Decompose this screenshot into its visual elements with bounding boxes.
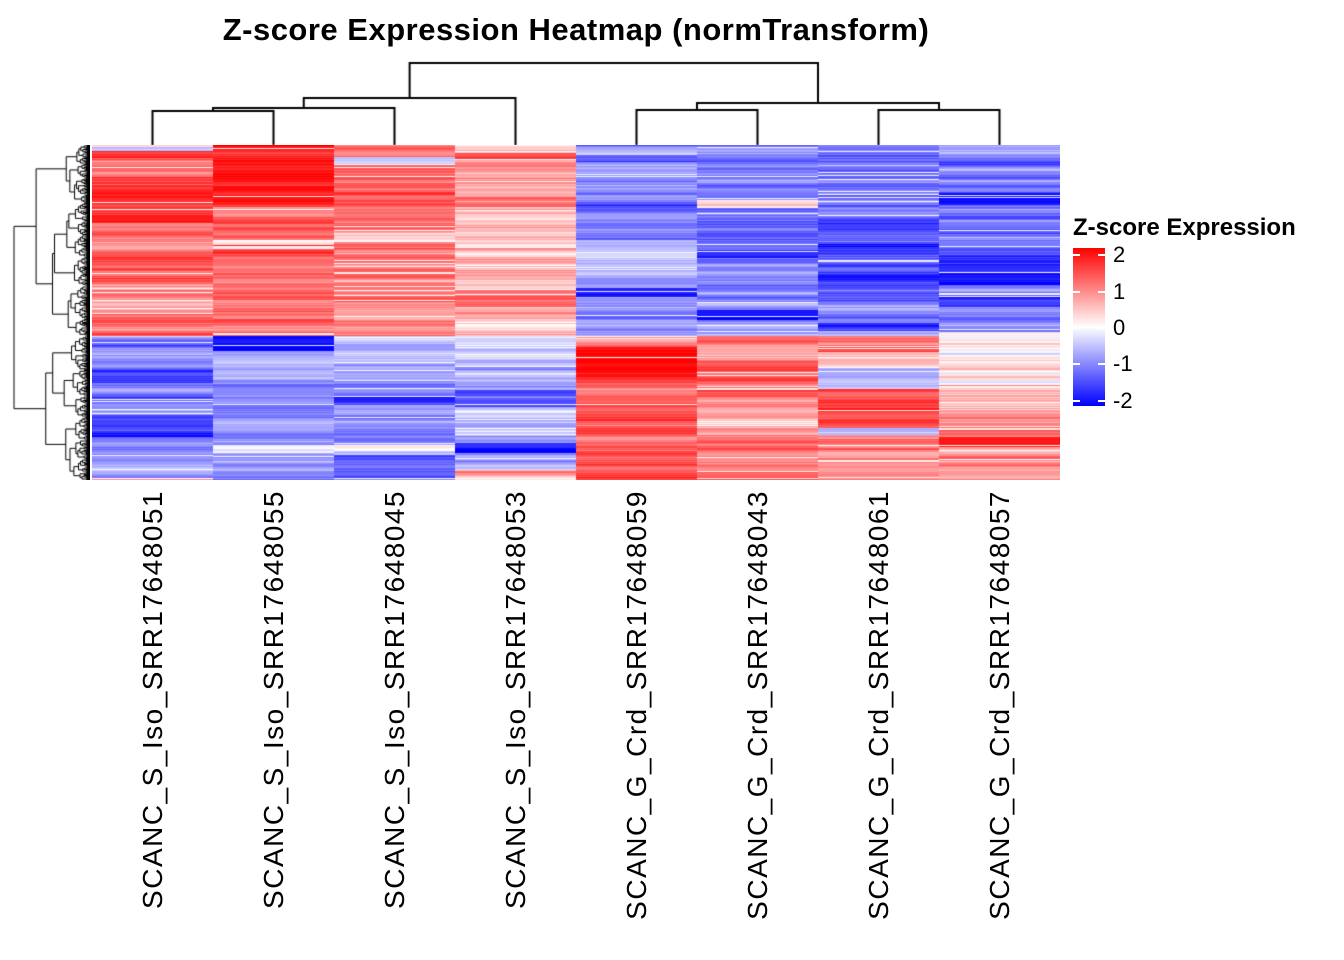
legend-tick-label: 0 <box>1113 315 1126 340</box>
column-dendrogram-canvas <box>92 55 1068 147</box>
column-label: SCANC_G_Crd_SRR17648043 <box>741 490 773 920</box>
legend-tick-label: -1 <box>1113 351 1133 377</box>
heatmap-canvas <box>92 145 1060 480</box>
column-label: SCANC_G_Crd_SRR17648061 <box>862 490 894 920</box>
legend-tick-label: -2 <box>1113 387 1133 413</box>
column-label: SCANC_G_Crd_SRR17648057 <box>983 490 1015 920</box>
legend-tick-mark <box>1098 399 1105 402</box>
legend-tick-mark <box>1098 327 1105 329</box>
column-label: SCANC_S_Iso_SRR17648055 <box>257 490 289 909</box>
legend-title: Z-score Expression <box>1073 214 1296 241</box>
legend-tick-mark <box>1098 363 1105 366</box>
legend-tick-mark <box>1073 327 1080 329</box>
column-label: SCANC_S_Iso_SRR17648053 <box>499 490 531 909</box>
column-label: SCANC_S_Iso_SRR17648045 <box>378 490 410 909</box>
legend-tick-label: 1 <box>1113 278 1126 304</box>
legend-tick-mark <box>1073 399 1080 402</box>
legend-tick-mark <box>1098 254 1105 257</box>
legend-tick-mark <box>1073 290 1080 293</box>
legend-tick-mark <box>1098 290 1105 293</box>
legend: Z-score Expression 2 1 0 -1 -2 <box>1073 214 1343 413</box>
column-label: SCANC_G_Crd_SRR17648059 <box>620 490 652 920</box>
row-dendrogram-canvas <box>6 145 90 480</box>
legend-tick-mark <box>1073 363 1080 366</box>
legend-tick-mark <box>1073 254 1080 257</box>
column-label: SCANC_S_Iso_SRR17648051 <box>136 490 168 909</box>
page-title: Z-score Expression Heatmap (normTransfor… <box>222 12 930 47</box>
legend-tick-label: 2 <box>1113 242 1126 268</box>
